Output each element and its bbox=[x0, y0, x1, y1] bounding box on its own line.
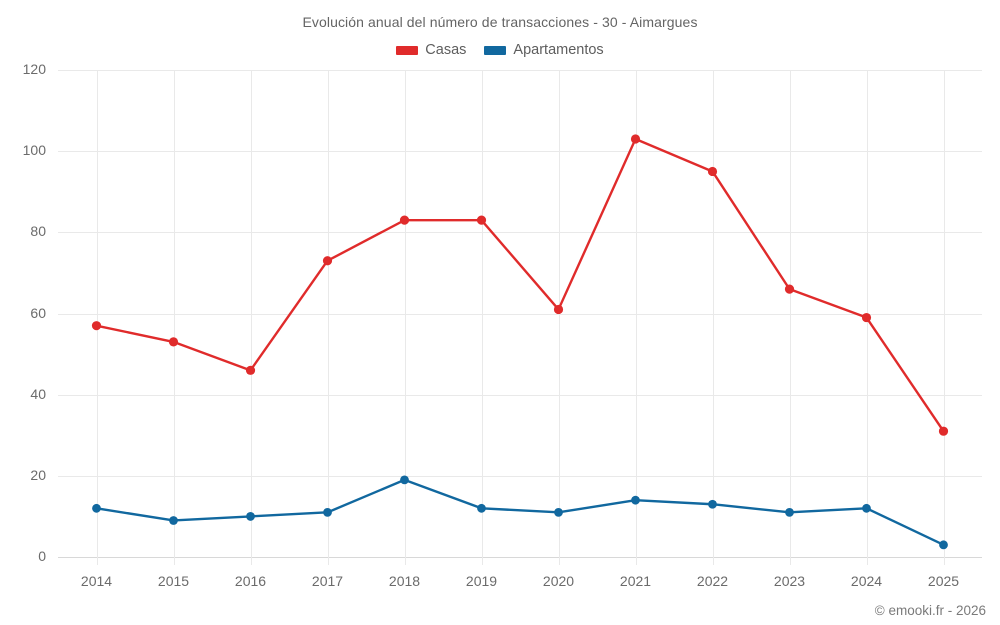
series-line-casas bbox=[95, 137, 945, 433]
x-tick-label-2025: 2025 bbox=[928, 573, 959, 589]
x-tick-label-2020: 2020 bbox=[543, 573, 574, 589]
y-tick-label-40: 40 bbox=[30, 386, 46, 402]
y-tick-label-20: 20 bbox=[30, 467, 46, 483]
data-point-casas-2025[interactable] bbox=[938, 426, 949, 436]
data-point-apartamentos-2020[interactable] bbox=[554, 507, 563, 517]
data-point-casas-2015[interactable] bbox=[168, 337, 179, 347]
data-point-casas-2018[interactable] bbox=[399, 215, 410, 225]
x-tick-label-2021: 2021 bbox=[620, 573, 651, 589]
y-axis-ticks: 0 20 40 60 80 100 120 bbox=[23, 61, 47, 564]
y-tick-label-0: 0 bbox=[38, 548, 46, 564]
data-point-apartamentos-2014[interactable] bbox=[92, 503, 101, 513]
data-series bbox=[91, 134, 949, 550]
data-point-casas-2021[interactable] bbox=[630, 134, 641, 144]
x-tick-label-2019: 2019 bbox=[466, 573, 497, 589]
legend-label-apartamentos: Apartamentos bbox=[513, 42, 604, 58]
data-point-apartamentos-2022[interactable] bbox=[708, 499, 717, 509]
x-tick-label-2016: 2016 bbox=[235, 573, 266, 589]
x-tick-label-2022: 2022 bbox=[697, 573, 728, 589]
x-tick-label-2024: 2024 bbox=[851, 573, 882, 589]
data-point-casas-2020[interactable] bbox=[553, 304, 564, 315]
chart-title: Evolución anual del número de transaccio… bbox=[302, 14, 698, 30]
data-point-casas-2024[interactable] bbox=[861, 312, 872, 323]
data-point-apartamentos-2021[interactable] bbox=[631, 495, 640, 505]
data-point-casas-2014[interactable] bbox=[91, 321, 102, 331]
data-point-casas-2023[interactable] bbox=[784, 284, 795, 294]
legend-swatch-apartamentos bbox=[484, 45, 507, 55]
footer-credit: © emooki.fr - 2026 bbox=[874, 603, 986, 618]
legend-item-apartamentos[interactable]: Apartamentos bbox=[484, 42, 604, 58]
y-tick-label-120: 120 bbox=[23, 61, 47, 77]
legend-item-casas[interactable]: Casas bbox=[396, 42, 466, 58]
x-tick-label-2014: 2014 bbox=[81, 573, 112, 589]
y-tick-label-80: 80 bbox=[30, 223, 46, 239]
data-point-apartamentos-2017[interactable] bbox=[323, 507, 332, 517]
legend-label-casas: Casas bbox=[425, 42, 467, 58]
data-point-apartamentos-2023[interactable] bbox=[785, 507, 794, 517]
data-point-casas-2022[interactable] bbox=[707, 166, 718, 177]
y-tick-label-60: 60 bbox=[30, 305, 46, 321]
series-line-apartamentos bbox=[95, 478, 945, 547]
data-point-apartamentos-2016[interactable] bbox=[246, 512, 255, 521]
x-tick-label-2018: 2018 bbox=[389, 573, 420, 589]
legend-swatch-casas bbox=[396, 45, 419, 55]
chart-legend: Casas Apartamentos bbox=[0, 42, 1000, 58]
data-point-casas-2016[interactable] bbox=[245, 365, 256, 375]
x-tick-label-2023: 2023 bbox=[774, 573, 805, 589]
data-point-apartamentos-2025[interactable] bbox=[939, 540, 948, 550]
data-point-casas-2017[interactable] bbox=[322, 256, 333, 266]
data-point-apartamentos-2024[interactable] bbox=[862, 503, 871, 513]
data-point-apartamentos-2015[interactable] bbox=[169, 516, 178, 525]
x-tick-label-2015: 2015 bbox=[158, 573, 189, 589]
x-tick-label-2017: 2017 bbox=[312, 573, 343, 589]
x-axis-ticks: 2014 2015 2016 2017 2018 2019 2020 2021 2022 2023… bbox=[81, 573, 959, 589]
data-point-apartamentos-2018[interactable] bbox=[400, 475, 409, 485]
gridlines bbox=[58, 70, 982, 565]
data-point-casas-2019[interactable] bbox=[476, 215, 487, 225]
y-tick-label-100: 100 bbox=[23, 142, 47, 158]
data-point-apartamentos-2019[interactable] bbox=[477, 503, 486, 513]
